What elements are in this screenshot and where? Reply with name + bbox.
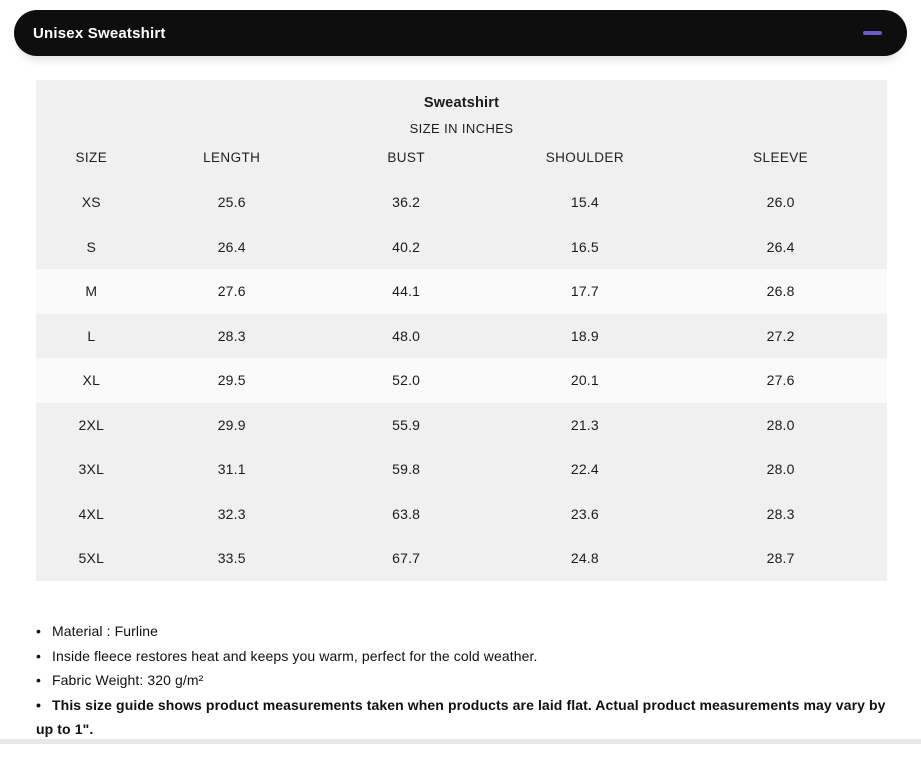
size-table: SIZE LENGTH BUST SHOULDER SLEEVE XS 25.6… xyxy=(36,135,887,581)
bust-cell: 55.9 xyxy=(316,402,496,447)
size-chart-caption: Sweatshirt SIZE IN INCHES xyxy=(36,80,887,136)
sleeve-cell: 28.0 xyxy=(674,402,887,447)
length-cell: 32.3 xyxy=(146,491,317,536)
size-row-s: S 26.4 40.2 16.5 26.4 xyxy=(36,224,887,269)
sleeve-cell: 26.4 xyxy=(674,224,887,269)
size-row-xl: XL 29.5 52.0 20.1 27.6 xyxy=(36,358,887,403)
note-measurement-disclaimer: • This size guide shows product measureme… xyxy=(36,693,894,742)
shoulder-cell: 16.5 xyxy=(495,224,675,269)
bullet-icon: • xyxy=(36,672,42,688)
sleeve-cell: 28.0 xyxy=(674,447,887,492)
table-header-row: SIZE LENGTH BUST SHOULDER SLEEVE xyxy=(36,135,887,180)
size-row-5xl: 5XL 33.5 67.7 24.8 28.7 xyxy=(36,536,887,581)
shoulder-cell: 24.8 xyxy=(495,536,675,581)
size-row-3xl: 3XL 31.1 59.8 22.4 28.0 xyxy=(36,447,887,492)
bust-cell: 63.8 xyxy=(316,491,496,536)
column-header-shoulder: SHOULDER xyxy=(495,135,675,180)
size-cell: L xyxy=(36,313,147,358)
size-row-m: M 27.6 44.1 17.7 26.8 xyxy=(36,269,887,314)
accordion-header-unisex-sweatshirt[interactable]: Unisex Sweatshirt xyxy=(14,10,907,56)
size-cell: S xyxy=(36,224,147,269)
length-cell: 28.3 xyxy=(146,313,317,358)
bust-cell: 52.0 xyxy=(316,358,496,403)
sleeve-cell: 27.2 xyxy=(674,313,887,358)
bust-cell: 59.8 xyxy=(316,447,496,492)
bust-cell: 67.7 xyxy=(316,536,496,581)
bust-cell: 44.1 xyxy=(316,269,496,314)
note-material: • Material : Furline xyxy=(36,619,894,644)
bullet-icon: • xyxy=(36,696,42,713)
shoulder-cell: 23.6 xyxy=(495,491,675,536)
shoulder-cell: 22.4 xyxy=(495,447,675,492)
shoulder-cell: 18.9 xyxy=(495,313,675,358)
shoulder-cell: 21.3 xyxy=(495,402,675,447)
accordion-title: Unisex Sweatshirt xyxy=(33,24,166,42)
column-header-bust: BUST xyxy=(316,135,496,180)
column-header-size: SIZE xyxy=(36,135,147,180)
length-cell: 31.1 xyxy=(146,447,317,492)
sleeve-cell: 28.7 xyxy=(674,536,887,581)
sleeve-cell: 26.8 xyxy=(674,269,887,314)
size-row-l: L 28.3 48.0 18.9 27.2 xyxy=(36,313,887,358)
column-header-length: LENGTH xyxy=(146,135,317,180)
size-row-2xl: 2XL 29.9 55.9 21.3 28.0 xyxy=(36,402,887,447)
length-cell: 29.5 xyxy=(146,358,317,403)
size-cell: M xyxy=(36,269,147,314)
bust-cell: 36.2 xyxy=(316,180,496,225)
length-cell: 33.5 xyxy=(146,536,317,581)
bullet-icon: • xyxy=(36,647,42,664)
sleeve-cell: 28.3 xyxy=(674,491,887,536)
size-cell: 2XL xyxy=(36,402,147,447)
size-cell: XS xyxy=(36,180,147,225)
collapse-minus-icon[interactable] xyxy=(863,31,882,35)
size-cell: 5XL xyxy=(36,536,147,581)
column-header-sleeve: SLEEVE xyxy=(674,135,887,180)
note-fleece: • Inside fleece restores heat and keeps y… xyxy=(36,644,894,669)
length-cell: 25.6 xyxy=(146,180,317,225)
chart-subtitle: SIZE IN INCHES xyxy=(409,121,514,136)
size-cell: XL xyxy=(36,358,147,403)
shoulder-cell: 15.4 xyxy=(495,180,675,225)
size-row-xs: XS 25.6 36.2 15.4 26.0 xyxy=(36,180,887,225)
bust-cell: 48.0 xyxy=(316,313,496,358)
chart-title: Sweatshirt xyxy=(423,95,500,111)
horizontal-scrollbar-track[interactable] xyxy=(0,739,921,744)
length-cell: 26.4 xyxy=(146,224,317,269)
shoulder-cell: 17.7 xyxy=(495,269,675,314)
size-cell: 3XL xyxy=(36,447,147,492)
length-cell: 29.9 xyxy=(146,402,317,447)
product-notes-list: • Material : Furline • Inside fleece resto… xyxy=(36,619,894,742)
size-cell: 4XL xyxy=(36,491,147,536)
length-cell: 27.6 xyxy=(146,269,317,314)
size-row-4xl: 4XL 32.3 63.8 23.6 28.3 xyxy=(36,491,887,536)
bust-cell: 40.2 xyxy=(316,224,496,269)
shoulder-cell: 20.1 xyxy=(495,358,675,403)
bullet-icon: • xyxy=(36,623,42,639)
sleeve-cell: 27.6 xyxy=(674,358,887,403)
sleeve-cell: 26.0 xyxy=(674,180,887,225)
note-fabric-weight: • Fabric Weight: 320 g/m² xyxy=(36,668,894,693)
size-chart: Sweatshirt SIZE IN INCHES SIZE LENGTH BU… xyxy=(36,80,887,581)
